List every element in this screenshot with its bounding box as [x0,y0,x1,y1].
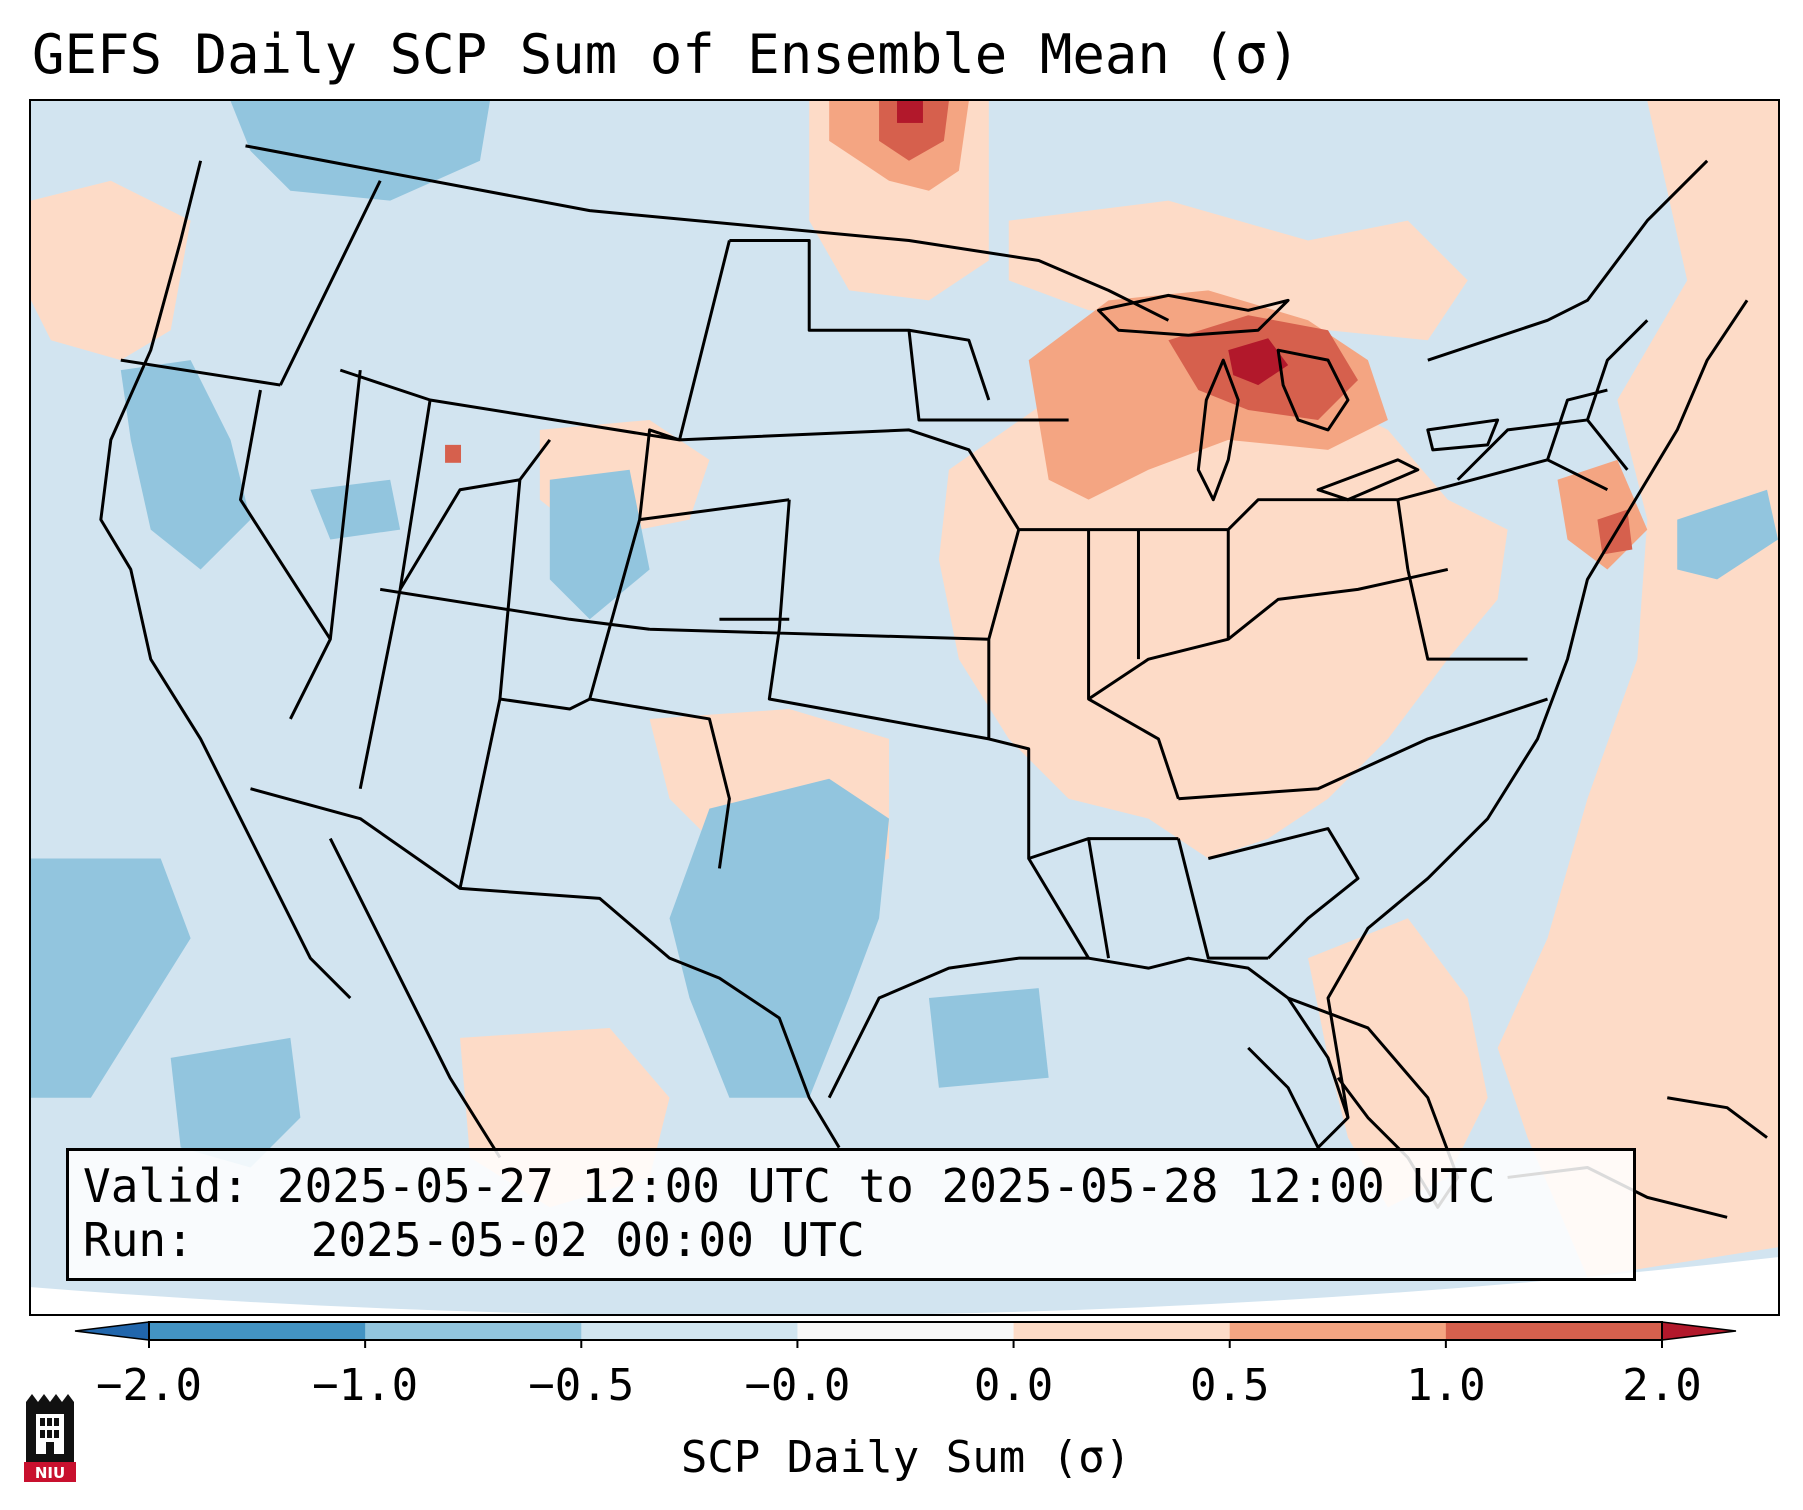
colorbar: −2.0 −1.0 −0.5 −0.0 0.0 0.5 1.0 2.0 SCP Daily S… [74,1321,1737,1483]
colorbar-tick-label: 2.0 [1622,1360,1701,1411]
colorado-plateau-region [549,469,650,620]
valid-run-info-box: Valid: 2025-05-27 12:00 UTC to 2025-05-2… [66,1148,1636,1281]
nevada-region [310,479,401,540]
colorbar-under-extension [74,1321,150,1341]
colorbar-over-extension [1661,1321,1737,1341]
colorbar-tick-label: −0.0 [744,1360,850,1411]
atlantic-coastline [1326,299,1749,1118]
colorbar-bin [581,1322,798,1340]
pacific-offshore-region [31,858,191,1098]
pacific-coastline [99,160,352,1000]
colorbar-tick-label: −1.0 [312,1360,418,1411]
california-region [120,360,251,570]
lake-ontario [1426,418,1500,452]
strong-positive-layer [445,101,1633,555]
colorbar-bin [1013,1322,1231,1340]
negative-anomaly-layer [31,101,1778,1168]
lake-erie [1316,458,1420,502]
atlantic-offshore-region [1497,101,1778,1278]
colorbar-bin [365,1322,582,1340]
us-mexico-border [250,787,841,1149]
run-label: Run: [83,1213,194,1267]
pacific-nw-region [31,180,191,361]
projection-edge [31,1257,1778,1314]
lake-michigan [1196,358,1240,502]
gulf-coastline [827,956,1350,1150]
west-texas-region [669,778,890,1098]
valid-value: 2025-05-27 12:00 UTC to 2025-05-28 12:00… [276,1159,1496,1213]
gulf-blue-region [928,988,1049,1088]
colorbar-tick-label: −2.0 [96,1360,202,1411]
extreme-positive-layer [897,101,1289,386]
nd-core-region [879,101,949,161]
nd-peak [897,101,923,123]
lake-huron [1276,348,1350,432]
run-value: 2025-05-02 00:00 UTC [310,1213,865,1267]
colorbar-tick-label: 0.0 [974,1360,1053,1411]
niu-logo-text: NIU [35,1464,65,1482]
map-background [31,101,1778,1314]
colorbar-tick-label: 1.0 [1406,1360,1485,1411]
colorbar-tick-label: −0.5 [528,1360,634,1411]
chart-title: GEFS Daily SCP Sum of Ensemble Mean (σ) [32,23,1300,86]
lake-superior [1097,293,1290,337]
valid-label: Valid: [83,1159,250,1213]
baja-offshore-region [170,1037,301,1168]
map-panel[interactable] [29,99,1780,1316]
run-line: Run: 2025-05-02 00:00 UTC [83,1213,865,1267]
colorbar-bins [149,1322,1663,1340]
colorbar-ticks: −2.0 −1.0 −0.5 −0.0 0.0 0.5 1.0 2.0 [96,1340,1702,1411]
boundary-layer [99,144,1768,1219]
colorbar-bin [1445,1322,1663,1340]
michigan-peak [1228,338,1289,386]
state-lines [120,180,1649,960]
colorbar-bin [149,1322,366,1340]
valid-line: Valid: 2025-05-27 12:00 UTC to 2025-05-2… [83,1159,1495,1213]
colorbar-label: SCP Daily Sum (σ) [681,1432,1131,1483]
map-canvas [31,101,1778,1314]
mexico-coastline [328,837,502,1159]
colorbar-bin [1229,1322,1447,1340]
colorbar-outline [148,1321,1663,1341]
atlantic-blue-region [1677,489,1778,580]
us-canada-border [245,144,1709,362]
niu-logo-icon: NIU [24,1394,76,1482]
colorbar-tick-label: 0.5 [1190,1360,1269,1411]
utah-cell [445,444,462,463]
pacific-nw-inland-region [230,101,490,201]
colorbar-bin [797,1322,1015,1340]
